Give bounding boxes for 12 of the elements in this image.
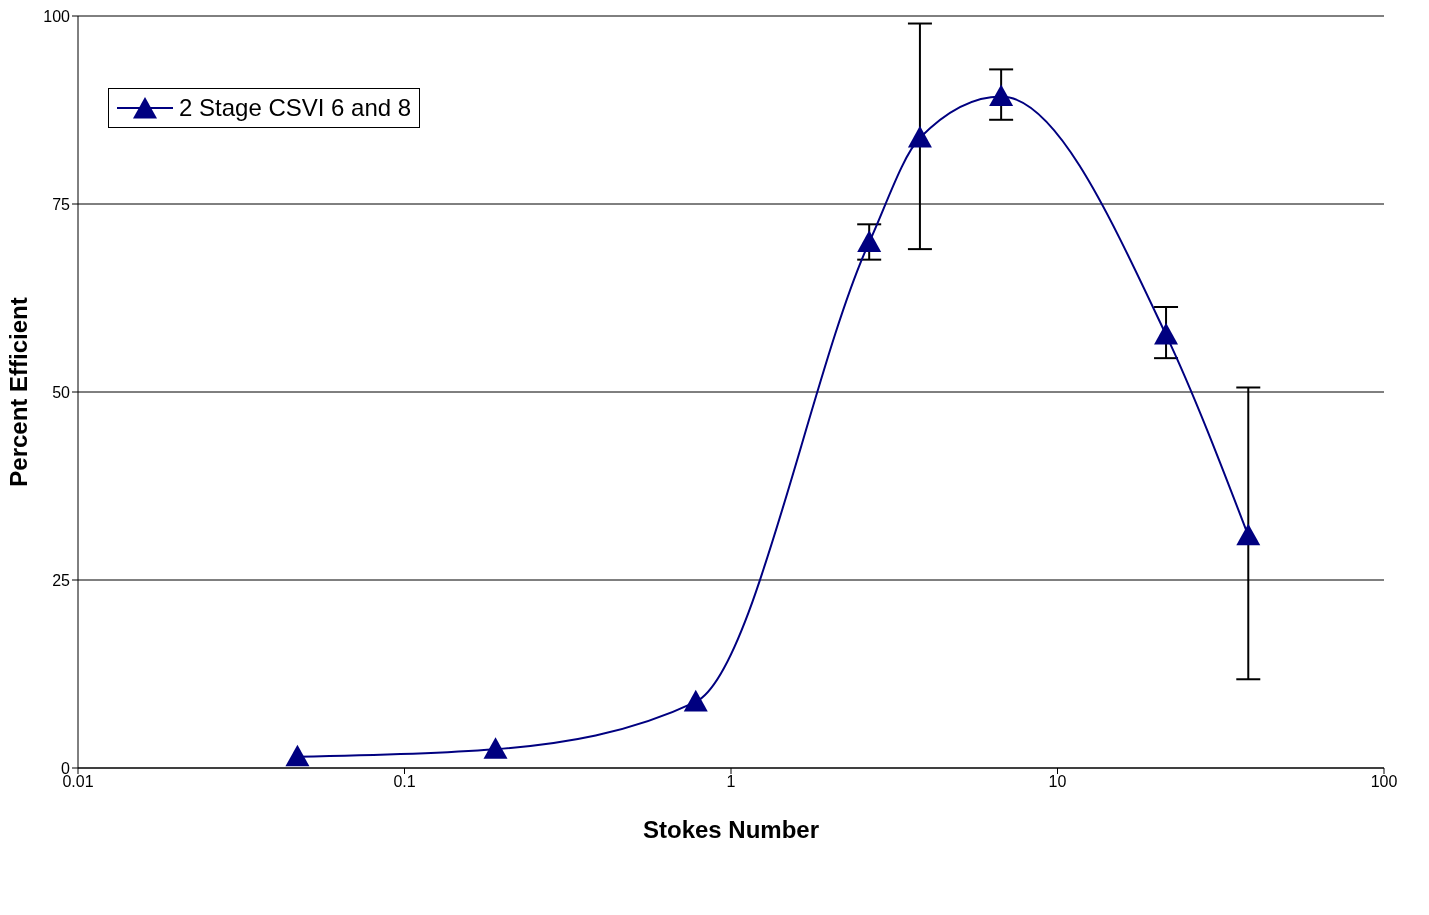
x-axis-title: Stokes Number [642,816,820,843]
x-tick-label: 1 [726,773,736,791]
y-axis-title: Percent Efficient [4,297,32,487]
x-tick-label: 0.01 [62,773,94,791]
x-tick-label: 0.1 [393,773,416,791]
y-tick-label: 100 [43,7,71,25]
y-tick-label: 50 [52,383,71,401]
x-tick-label: 100 [1370,773,1398,791]
x-tick-label: 10 [1048,773,1067,791]
legend-label: 2 Stage CSVI 6 and 8 [179,94,412,122]
y-tick-label: 25 [52,571,71,589]
y-tick-label: 75 [52,195,71,213]
